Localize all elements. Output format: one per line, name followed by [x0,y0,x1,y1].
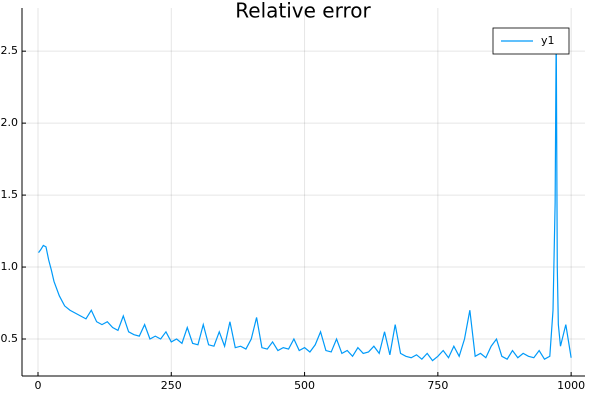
y-tick-label: 1.5 [1,188,19,201]
chart-title: Relative error [235,0,371,23]
x-tick-label: 500 [294,379,315,392]
x-tick-label: 750 [427,379,448,392]
y-tick-label: 1.0 [1,260,19,273]
y-tick-label: 2.0 [1,116,19,129]
y-tick-label: 2.5 [1,44,19,57]
x-tick-label: 1000 [557,379,585,392]
legend-label: y1 [541,34,555,47]
x-tick-label: 250 [161,379,182,392]
data-line [38,29,572,362]
y-tick-label: 0.5 [1,332,19,345]
x-tick-label: 0 [34,379,41,392]
